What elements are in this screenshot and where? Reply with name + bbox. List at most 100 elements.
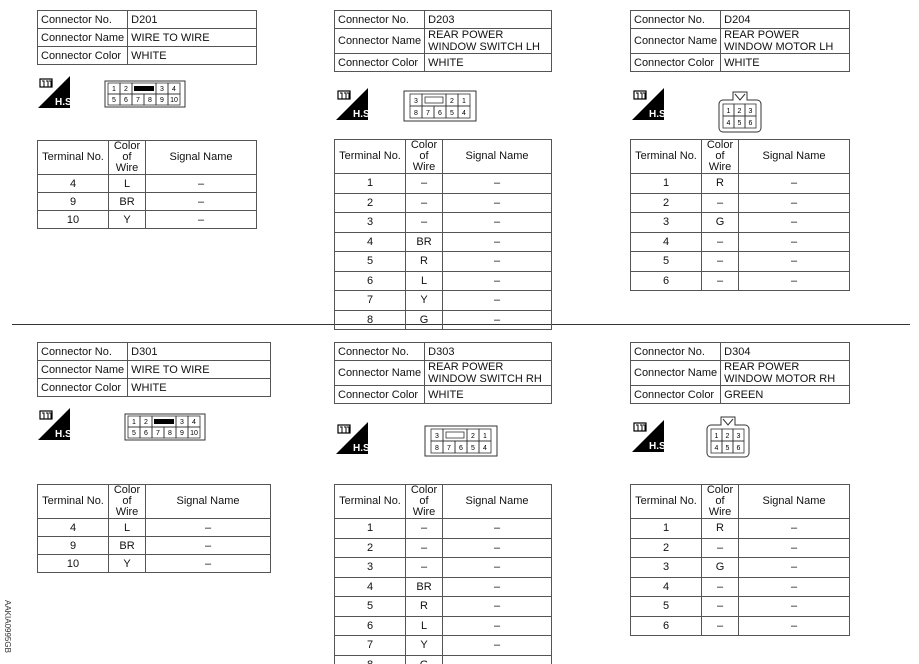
wire-color-cell: Y: [405, 290, 443, 311]
svg-text:6: 6: [124, 97, 128, 104]
terminal-no-cell: 6: [334, 615, 406, 636]
svg-text:4: 4: [462, 110, 466, 117]
signal-name-cell: –: [442, 635, 552, 656]
connector-color-value: WHITE: [424, 53, 552, 72]
connector-color-label: Connector Color: [36, 46, 129, 65]
harness-side-icon: H.S.: [632, 88, 669, 120]
table-row: 7 Y –: [334, 635, 552, 656]
wire-color-cell: BR: [405, 231, 443, 252]
connector-name-row: Connector Name REAR POWER WINDOW SWITCH L…: [333, 28, 552, 54]
connector-name-row: Connector Name REAR POWER WINDOW MOTOR LH: [629, 28, 850, 54]
connector-10pin-icon: 1 2 3 4 5 6 7 8 9 10: [104, 80, 186, 113]
terminal-no-cell: 6: [630, 615, 702, 636]
wire-color-cell: BR: [405, 576, 443, 597]
svg-text:3: 3: [180, 419, 184, 426]
connector-name-row: Connector Name WIRE TO WIRE: [36, 28, 257, 47]
terminal-no-cell: 1: [630, 518, 702, 539]
svg-text:4: 4: [483, 445, 487, 452]
table-row: 1 R –: [630, 173, 850, 194]
signal-name-cell: –: [738, 251, 850, 272]
signal-name-cell: –: [145, 518, 271, 537]
terminal-no-cell: 1: [630, 173, 702, 194]
signal-name-cell: –: [738, 576, 850, 597]
table-row: 5– –: [630, 251, 850, 272]
wire-color-cell: Y: [405, 635, 443, 656]
svg-text:2: 2: [144, 419, 148, 426]
connector-color-row: Connector Color GREEN: [629, 385, 850, 404]
svg-text:2: 2: [471, 433, 475, 440]
wire-color-cell: –: [701, 231, 739, 252]
table-row: 3– –: [334, 557, 552, 578]
wire-color-cell: G: [701, 212, 739, 233]
harness-side-icon: H.S.: [336, 88, 373, 120]
svg-text:5: 5: [132, 430, 136, 437]
connector-name-label: Connector Name: [36, 360, 129, 379]
terminal-no-cell: 6: [334, 270, 406, 291]
terminal-no-header: Terminal No.: [37, 140, 109, 175]
connector-name-value: WIRE TO WIRE: [127, 360, 271, 379]
table-row: 2– –: [630, 537, 850, 558]
terminal-table-header: Terminal No. Color of Wire Signal Name: [334, 139, 552, 174]
svg-text:2: 2: [726, 433, 730, 440]
svg-text:3: 3: [414, 98, 418, 105]
connector-name-value: REAR POWER WINDOW SWITCH LH: [424, 28, 552, 54]
connector-number-value: D203: [424, 10, 552, 29]
wire-color-cell: –: [701, 192, 739, 213]
signal-name-cell: –: [738, 615, 850, 636]
wire-color-cell: –: [405, 537, 443, 558]
terminal-no-cell: 7: [334, 290, 406, 311]
connector-color-row: Connector Color WHITE: [629, 53, 850, 72]
terminal-no-cell: 5: [334, 596, 406, 617]
table-row: 5 R –: [334, 251, 552, 272]
table-row: 7 Y –: [334, 290, 552, 311]
connector-number-row: Connector No. D201: [36, 10, 257, 29]
connector-number-label: Connector No.: [629, 10, 722, 29]
connector-name-label: Connector Name: [333, 360, 426, 386]
terminal-no-cell: 3: [630, 557, 702, 578]
wire-color-cell: R: [701, 173, 739, 194]
svg-text:6: 6: [459, 445, 463, 452]
connector-info-table: Connector No. D203 Connector Name REAR POWE…: [333, 10, 552, 72]
svg-text:1: 1: [727, 108, 731, 115]
svg-text:2: 2: [738, 108, 742, 115]
signal-name-header: Signal Name: [738, 139, 850, 174]
terminal-no-header: Terminal No.: [630, 139, 702, 174]
connector-number-value: D304: [720, 342, 850, 361]
connector-color-label: Connector Color: [333, 385, 426, 404]
signal-name-cell: –: [442, 270, 552, 291]
svg-text:5: 5: [726, 445, 730, 452]
terminal-no-cell: 2: [334, 537, 406, 558]
table-row: 5– –: [630, 596, 850, 617]
signal-name-cell: –: [738, 173, 850, 194]
terminal-table: Terminal No. Color of Wire Signal Name 1– –2…: [334, 484, 552, 664]
connector-info-table: Connector No. D303 Connector Name REAR POWE…: [333, 342, 552, 404]
wire-color-cell: Y: [108, 554, 146, 573]
signal-name-header: Signal Name: [442, 484, 552, 519]
signal-name-cell: –: [738, 270, 850, 291]
signal-name-cell: –: [738, 557, 850, 578]
connector-number-row: Connector No. D304: [629, 342, 850, 361]
terminal-no-cell: 2: [630, 537, 702, 558]
table-row: 1– –: [334, 173, 552, 194]
terminal-no-cell: 8: [334, 309, 406, 330]
connector-name-label: Connector Name: [36, 28, 129, 47]
signal-name-cell: –: [738, 596, 850, 617]
signal-name-cell: –: [442, 654, 552, 664]
connector-color-row: Connector Color WHITE: [36, 378, 271, 397]
wire-color-cell: R: [701, 518, 739, 539]
signal-name-cell: –: [442, 576, 552, 597]
svg-text:5: 5: [738, 120, 742, 127]
connector-number-label: Connector No.: [36, 342, 129, 361]
table-row: 4 L –: [37, 174, 257, 193]
connector-color-row: Connector Color WHITE: [36, 46, 257, 65]
table-row: 6– –: [630, 270, 850, 291]
table-row: 2– –: [630, 192, 850, 213]
signal-name-cell: –: [442, 537, 552, 558]
terminal-no-cell: 4: [37, 174, 109, 193]
svg-text:3: 3: [749, 108, 753, 115]
connector-color-value: WHITE: [720, 53, 850, 72]
terminal-table: Terminal No. Color of Wire Signal Name 1 R –2…: [630, 484, 850, 636]
connector-color-label: Connector Color: [36, 378, 129, 397]
connector-color-value: GREEN: [720, 385, 850, 404]
